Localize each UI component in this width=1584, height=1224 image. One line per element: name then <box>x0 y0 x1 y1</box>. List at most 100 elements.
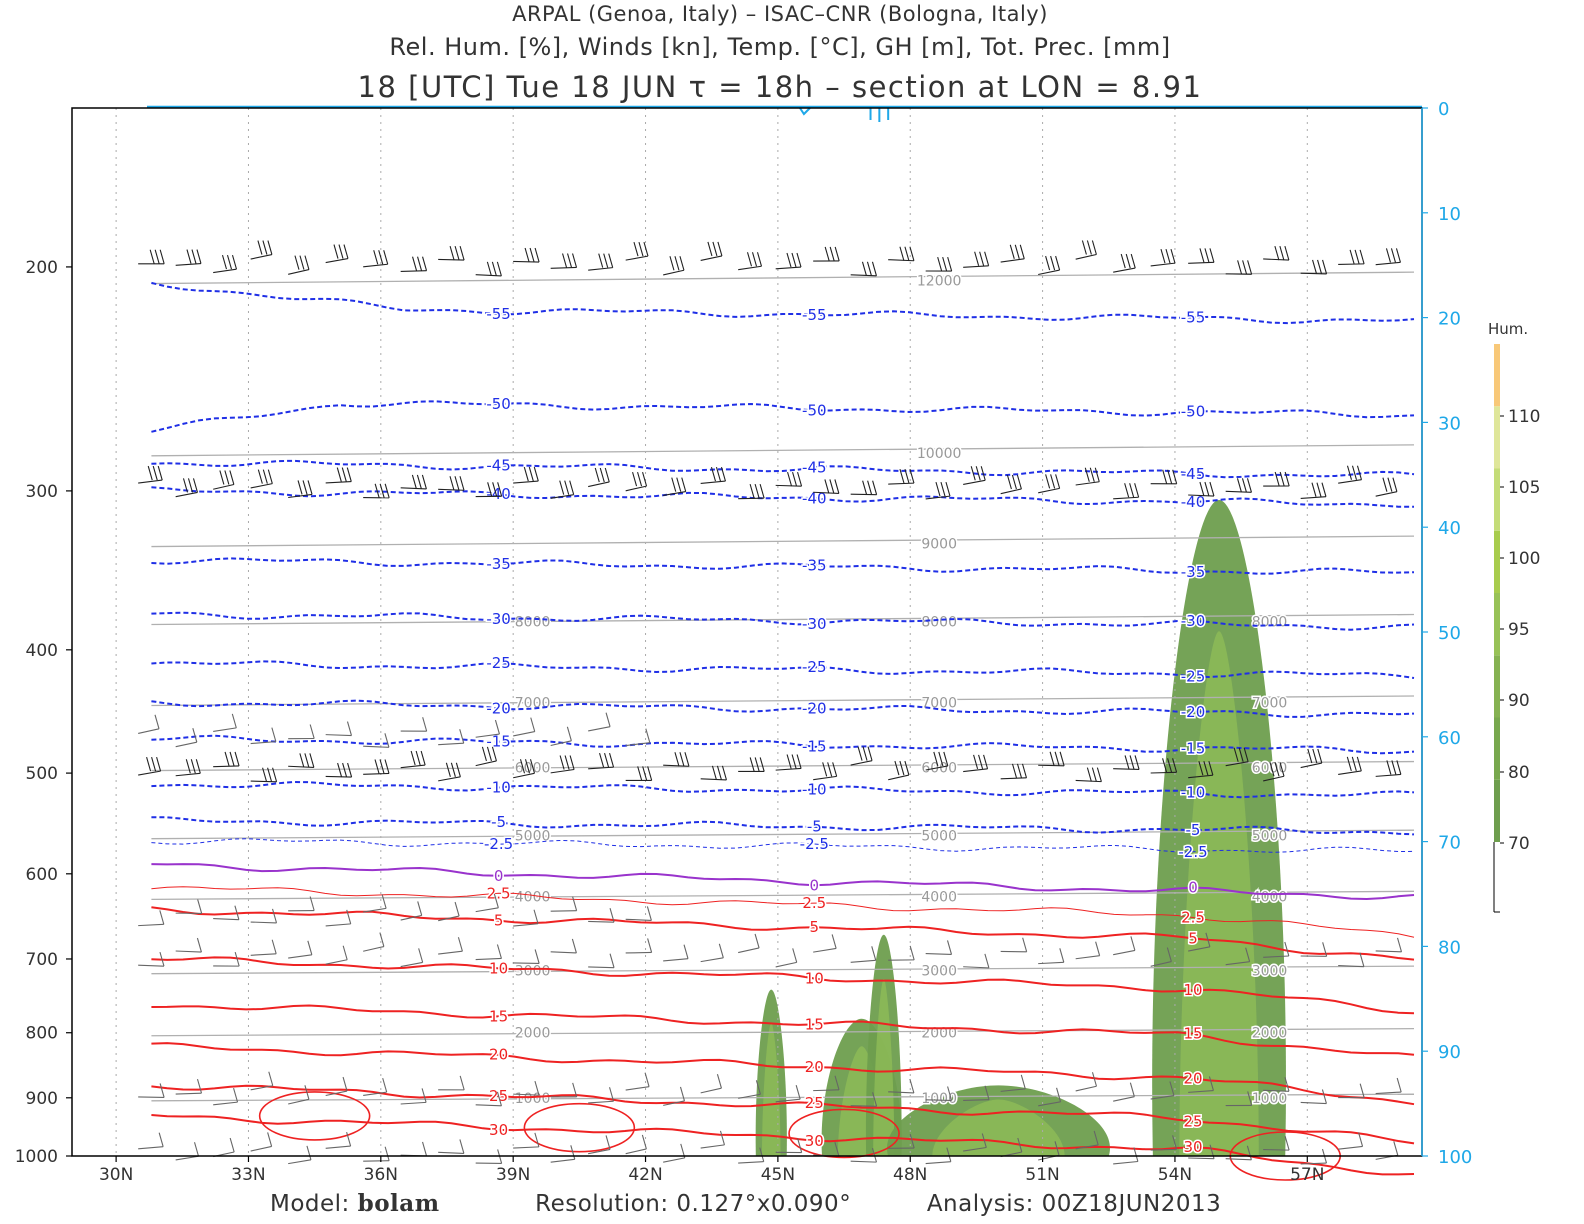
wind-barb-feather <box>457 937 463 952</box>
gh-label-1000-1: 1000 <box>515 1091 551 1107</box>
wind-barb-feather <box>1095 941 1101 956</box>
wind-barb-shaft <box>513 1093 539 1096</box>
wind-barb-shaft <box>1038 487 1060 494</box>
isotherm-label--10-2: -10 <box>1181 783 1206 801</box>
warm-contour-2 <box>788 1108 900 1159</box>
wind-barb-feather <box>195 759 201 774</box>
wind-barb-shaft <box>963 966 989 969</box>
wind-barb-feather <box>1045 255 1051 271</box>
wind-barb-feather <box>1124 483 1130 498</box>
isotherm-label--20-2: -20 <box>1181 703 1206 721</box>
wind-barb-feather <box>1133 1147 1139 1162</box>
wind-barbs <box>138 240 1403 1165</box>
wind-barb-feather <box>533 466 539 482</box>
wind-barb-feather <box>751 252 758 267</box>
wind-barb-feather <box>496 261 502 277</box>
wind-barb-feather <box>486 746 492 762</box>
wind-barb-feather <box>569 755 575 770</box>
wind-barb-feather <box>1322 259 1328 275</box>
wind-barb-shaft <box>513 260 540 263</box>
wind-barb-feather <box>1091 240 1097 255</box>
wind-barb-feather <box>534 1132 540 1148</box>
wind-barb-feather <box>1172 469 1178 484</box>
wind-barb-feather <box>980 466 986 481</box>
isotherm-label--40-0: -40 <box>486 485 511 503</box>
wind-barb-feather <box>683 944 689 959</box>
wind-barb-shaft <box>775 767 802 771</box>
wind-barb-feather <box>904 760 910 776</box>
wind-barb-feather <box>974 251 980 266</box>
wind-barb-shaft <box>250 741 276 745</box>
wind-barb-shaft <box>1038 764 1065 767</box>
wind-barb-feather <box>336 467 342 482</box>
wind-barb-feather <box>459 1139 465 1154</box>
wind-barb-feather <box>1091 767 1097 782</box>
wind-barb-feather <box>572 896 578 911</box>
wind-barb-feather <box>594 467 600 483</box>
wind-barb-feather <box>382 1077 388 1093</box>
wind-barb-feather <box>450 762 456 777</box>
isotherm-label--15-1: -15 <box>802 738 827 756</box>
gh-line-5000 <box>151 829 1415 840</box>
wind-barb-feather <box>158 1132 164 1147</box>
wind-barb-shaft <box>1300 1162 1327 1165</box>
wind-barb-feather <box>605 712 611 727</box>
wind-barb-feather <box>196 937 202 953</box>
wind-barb-shaft <box>1225 273 1252 275</box>
wind-barb-feather <box>185 759 191 774</box>
wind-barb-feather <box>791 252 797 268</box>
wind-barb-shaft <box>325 1090 348 1097</box>
wind-barb-shaft <box>288 493 313 499</box>
wind-barb-feather <box>609 1087 615 1102</box>
wind-barb-feather <box>519 759 526 774</box>
isotherm--45 <box>151 459 1415 479</box>
isotherm-30 <box>151 1114 1415 1176</box>
wind-barb-feather <box>676 477 682 492</box>
wind-barb-shaft <box>400 961 423 968</box>
wind-barb-feather <box>1006 474 1012 490</box>
wind-barb-feather <box>792 471 798 487</box>
wind-barb-feather <box>299 753 305 768</box>
wind-barb-shaft <box>550 266 577 269</box>
wind-barb-feather <box>271 908 278 924</box>
wind-barb-feather <box>486 261 492 277</box>
wind-barb-feather <box>459 476 465 491</box>
isotherm-label-15-2: 15 <box>1183 1025 1202 1043</box>
wind-barb-feather <box>193 1142 200 1157</box>
isotherm-label--50-1: -50 <box>802 401 827 419</box>
wind-barb-feather <box>1241 478 1247 493</box>
wind-barb-shaft <box>138 479 163 484</box>
wind-barb-shaft <box>325 258 349 264</box>
gh-label-3000-2: 3000 <box>1252 964 1288 980</box>
temperature-contours: -55 -55 -55-50 -50 -50-45 -45 -45-40 -40 -40-35-… <box>151 281 1415 1181</box>
wind-barb-feather <box>749 757 755 772</box>
gh-label-3000-1: 3000 <box>515 964 551 980</box>
wind-barb-feather <box>1358 1132 1364 1147</box>
isotherm--20 <box>151 699 1415 718</box>
wind-barb-feather <box>796 754 802 769</box>
wind-barb-shaft <box>438 915 460 922</box>
wind-barb-shaft <box>1263 955 1289 958</box>
wind-barb-feather <box>566 726 572 741</box>
wind-barb-shaft <box>925 1099 952 1102</box>
gh-label-2000-2: 2000 <box>1252 1026 1288 1042</box>
isotherm-label-5-2: 5 <box>1188 929 1198 947</box>
wind-barb-feather <box>899 760 905 776</box>
wind-barb-feather <box>454 901 460 917</box>
wind-barb-shaft <box>925 952 952 955</box>
wind-barb-feather <box>257 240 263 255</box>
wind-barb-feather <box>1204 248 1210 263</box>
wind-barb-feather <box>674 752 680 767</box>
isotherm-label-25-1: 25 <box>805 1094 824 1112</box>
isotherm-label-10-1: 10 <box>805 970 824 988</box>
wind-barb-shaft <box>1300 496 1327 500</box>
gh-label-10000-0: 10000 <box>917 446 962 462</box>
isotherm-label-5-1: 5 <box>810 918 820 936</box>
wind-barb-feather <box>454 476 460 491</box>
wind-barb-feather <box>684 752 690 767</box>
colorbar-label-110: 110 <box>1508 407 1540 427</box>
wind-barb-feather <box>749 483 755 499</box>
wind-barb-feather <box>493 893 499 908</box>
